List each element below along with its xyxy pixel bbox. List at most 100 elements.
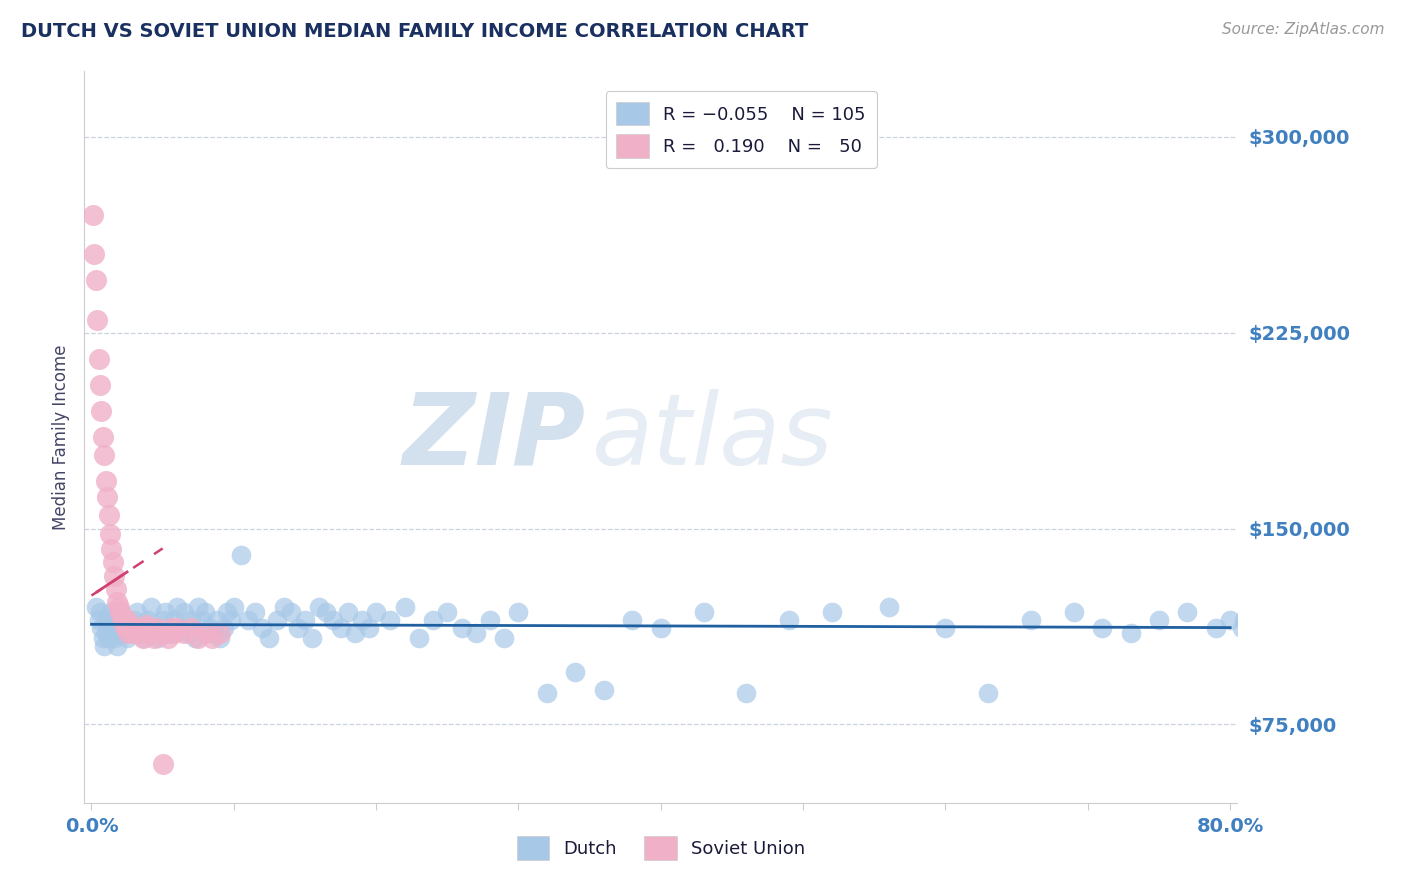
- Point: [1091, 621, 1114, 635]
- Point: [91, 430, 114, 444]
- Point: [111, 613, 134, 627]
- Point: [208, 626, 231, 640]
- Point: [1244, 613, 1267, 627]
- Point: [148, 632, 170, 646]
- Point: [934, 621, 956, 635]
- Point: [152, 756, 174, 771]
- Point: [191, 613, 214, 627]
- Point: [90, 404, 112, 418]
- Point: [108, 605, 131, 619]
- Point: [357, 621, 380, 635]
- Point: [508, 605, 530, 619]
- Point: [177, 626, 200, 640]
- Point: [236, 613, 259, 627]
- Point: [114, 621, 136, 635]
- Text: ZIP: ZIP: [404, 389, 586, 485]
- Point: [163, 626, 186, 640]
- Point: [201, 626, 224, 640]
- Point: [692, 605, 714, 619]
- Point: [94, 475, 117, 489]
- Point: [564, 665, 586, 680]
- Point: [135, 618, 157, 632]
- Point: [205, 613, 228, 627]
- Point: [243, 605, 266, 619]
- Point: [160, 621, 183, 635]
- Point: [336, 605, 359, 619]
- Point: [215, 605, 238, 619]
- Point: [450, 621, 472, 635]
- Point: [436, 605, 458, 619]
- Point: [122, 613, 145, 627]
- Point: [308, 599, 330, 614]
- Point: [103, 568, 125, 582]
- Point: [735, 686, 758, 700]
- Point: [98, 526, 121, 541]
- Point: [252, 621, 274, 635]
- Point: [1230, 621, 1253, 635]
- Point: [107, 621, 129, 635]
- Point: [180, 621, 202, 635]
- Point: [266, 613, 288, 627]
- Point: [479, 613, 502, 627]
- Point: [115, 613, 138, 627]
- Point: [129, 626, 152, 640]
- Point: [89, 377, 111, 392]
- Point: [134, 632, 156, 646]
- Point: [1119, 626, 1142, 640]
- Point: [98, 621, 121, 635]
- Point: [104, 582, 127, 596]
- Point: [155, 605, 177, 619]
- Point: [1147, 613, 1170, 627]
- Point: [138, 613, 160, 627]
- Point: [1233, 613, 1256, 627]
- Point: [301, 632, 323, 646]
- Point: [350, 613, 373, 627]
- Point: [138, 621, 160, 635]
- Point: [593, 683, 616, 698]
- Point: [536, 686, 558, 700]
- Point: [329, 621, 352, 635]
- Point: [877, 599, 900, 614]
- Point: [212, 621, 235, 635]
- Point: [1177, 605, 1199, 619]
- Point: [97, 632, 120, 646]
- Point: [143, 632, 166, 646]
- Point: [280, 605, 302, 619]
- Point: [219, 613, 242, 627]
- Point: [111, 626, 134, 640]
- Point: [82, 208, 104, 222]
- Point: [83, 247, 105, 261]
- Point: [464, 626, 486, 640]
- Point: [114, 613, 136, 627]
- Point: [89, 605, 111, 619]
- Point: [118, 618, 141, 632]
- Point: [146, 621, 169, 635]
- Point: [122, 626, 145, 640]
- Point: [621, 613, 644, 627]
- Point: [93, 448, 115, 462]
- Point: [1240, 605, 1263, 619]
- Point: [322, 613, 344, 627]
- Point: [87, 351, 110, 366]
- Point: [112, 618, 135, 632]
- Point: [201, 632, 224, 646]
- Point: [170, 621, 193, 635]
- Point: [107, 599, 129, 614]
- Point: [100, 542, 122, 557]
- Point: [173, 605, 195, 619]
- Point: [166, 621, 188, 635]
- Point: [97, 508, 120, 523]
- Point: [380, 613, 402, 627]
- Point: [84, 599, 107, 614]
- Point: [101, 626, 124, 640]
- Point: [125, 621, 148, 635]
- Point: [86, 312, 108, 326]
- Point: [105, 639, 128, 653]
- Point: [93, 639, 115, 653]
- Point: [108, 605, 131, 619]
- Point: [1205, 621, 1227, 635]
- Point: [101, 556, 124, 570]
- Point: [273, 599, 295, 614]
- Point: [287, 621, 309, 635]
- Point: [163, 613, 186, 627]
